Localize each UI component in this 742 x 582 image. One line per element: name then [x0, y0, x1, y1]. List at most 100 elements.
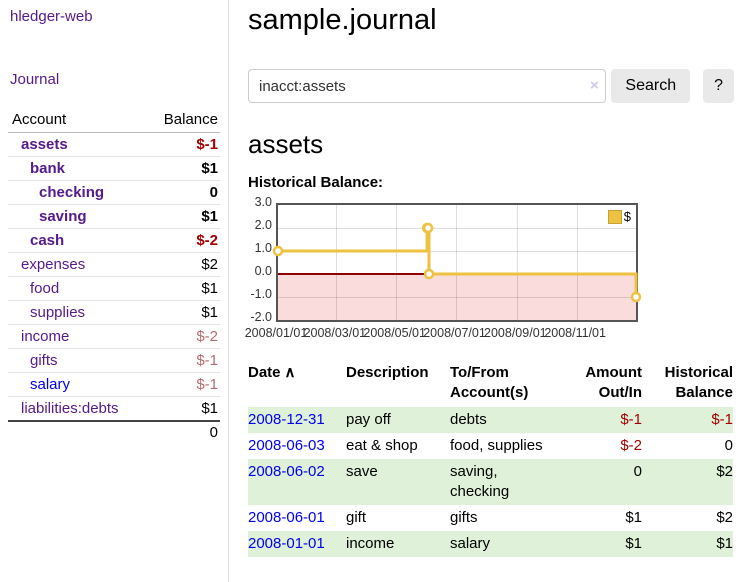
accounts-rows: assets $-1 bank $1 checking 0 saving $1 cash $-2 e… [8, 133, 220, 420]
register-row: 2008-06-02 save saving, checking 0 $2 [248, 459, 733, 505]
y-tick-label: 1.0 [254, 241, 272, 255]
sidebar-account-link[interactable]: liabilities:debts [21, 400, 119, 417]
account-row: cash $-2 [8, 228, 220, 252]
register-historical-balance: $-1 [711, 411, 733, 428]
column-header-historical: Historical Balance [642, 361, 733, 407]
register-date-link[interactable]: 2008-06-03 [248, 437, 325, 454]
data-point-marker [423, 268, 435, 280]
search-button[interactable]: Search [611, 69, 691, 103]
legend-swatch-icon [607, 209, 622, 224]
account-row: expenses $2 [8, 252, 220, 276]
date-header-label: Date [248, 364, 281, 381]
register-amount: $-2 [620, 437, 642, 454]
register-table: Date ∧ Description To/From Account(s) Amo… [248, 361, 733, 557]
register-date-link[interactable]: 2008-06-01 [248, 509, 325, 526]
account-balance: $-1 [196, 376, 218, 393]
register-historical-balance: $2 [716, 509, 733, 526]
register-date-link[interactable]: 2008-12-31 [248, 411, 325, 428]
register-accounts: salary [450, 535, 491, 552]
account-balance: $2 [201, 256, 218, 273]
sidebar-account-link[interactable]: supplies [30, 304, 86, 321]
historical-balance-chart: $3.0 2.0 1.0 0.0 -1.0 -2.0 2008/01/01 2008/03/0… [245, 195, 734, 345]
page-title: sample.journal [248, 4, 437, 36]
balance-step-line [272, 222, 642, 303]
y-tick-label: 2.0 [254, 218, 272, 232]
register-amount: $-1 [620, 411, 642, 428]
register-description: pay off [346, 411, 391, 428]
column-header-date[interactable]: Date ∧ [248, 361, 346, 407]
accounts-total-value: 0 [209, 424, 218, 441]
account-balance: 0 [209, 184, 218, 201]
search-input[interactable] [248, 69, 607, 103]
account-balance: $1 [201, 208, 218, 225]
h-gridline [278, 250, 636, 252]
historical-line1: Historical [664, 364, 733, 381]
register-amount: $1 [625, 535, 642, 552]
y-tick-label: 3.0 [254, 195, 272, 209]
legend-label: $ [623, 209, 631, 224]
accounts-header-row: Account Balance [8, 108, 220, 133]
register-accounts: food, supplies [450, 437, 543, 454]
sidebar: hledger-web Journal Account Balance asse… [0, 0, 229, 582]
clear-search-icon[interactable]: × [590, 77, 599, 94]
account-balance: $1 [201, 400, 218, 417]
sidebar-account-link[interactable]: saving [39, 208, 87, 225]
y-tick-label: -2.0 [250, 310, 272, 324]
register-historical-balance: $1 [716, 535, 733, 552]
historical-line2: Balance [675, 384, 733, 401]
sort-ascending-icon: ∧ [284, 364, 296, 381]
account-row: supplies $1 [8, 300, 220, 324]
register-historical-balance: $2 [716, 463, 733, 480]
sidebar-account-link[interactable]: assets [21, 136, 68, 153]
data-point-marker [422, 222, 434, 234]
h-gridline [278, 296, 636, 298]
account-heading: assets [248, 129, 324, 159]
sidebar-item-journal[interactable]: Journal [10, 71, 60, 88]
account-balance: $1 [201, 304, 218, 321]
register-description: gift [346, 509, 367, 526]
app-brand-link[interactable]: hledger-web [10, 8, 93, 25]
chart-title: Historical Balance: [248, 174, 384, 191]
register-accounts: saving, checking [450, 463, 510, 500]
amount-line2: Out/In [598, 384, 642, 401]
sidebar-account-link[interactable]: checking [39, 184, 105, 201]
y-tick-label: 0.0 [254, 264, 272, 278]
x-tick-label: 2008/05/01 [363, 326, 426, 340]
sidebar-account-link[interactable]: salary [30, 376, 71, 393]
register-description: eat & shop [346, 437, 418, 454]
register-body: 2008-12-31 pay off debts $-1 $-1 2008-06-03 ea… [248, 407, 733, 557]
v-gridline [516, 205, 518, 320]
register-amount: $1 [625, 509, 642, 526]
register-date-link[interactable]: 2008-06-02 [248, 463, 325, 480]
register-row: 2008-01-01 income salary $1 $1 [248, 531, 733, 557]
v-gridline [396, 205, 398, 320]
account-balance: $1 [201, 160, 218, 177]
column-header-amount: Amount Out/In [582, 361, 642, 407]
account-row: checking 0 [8, 180, 220, 204]
register-accounts: debts [450, 411, 487, 428]
account-row: saving $1 [8, 204, 220, 228]
main-content: sample.journal × Search ? assets Histori… [245, 0, 734, 557]
sidebar-account-link[interactable]: expenses [21, 256, 86, 273]
accounts-header-balance: Balance [163, 111, 218, 128]
sidebar-account-link[interactable]: income [21, 328, 70, 345]
help-button[interactable]: ? [703, 69, 734, 103]
h-gridline [278, 227, 636, 229]
sidebar-account-link[interactable]: gifts [30, 352, 58, 369]
register-description: income [346, 535, 395, 552]
register-header-row: Date ∧ Description To/From Account(s) Amo… [248, 361, 733, 407]
x-tick-label: 2008/07/01 [423, 326, 486, 340]
chart-plot-area: $ [272, 203, 642, 322]
register-row: 2008-12-31 pay off debts $-1 $-1 [248, 407, 733, 433]
register-description: save [346, 463, 378, 480]
data-point-marker [630, 291, 642, 303]
chart-legend: $ [607, 209, 631, 224]
register-accounts: gifts [450, 509, 478, 526]
tofrom-line2: Account(s) [450, 384, 529, 401]
register-date-link[interactable]: 2008-01-01 [248, 535, 325, 552]
account-balance: $-1 [196, 352, 218, 369]
account-row: salary $-1 [8, 372, 220, 396]
sidebar-account-link[interactable]: food [30, 280, 60, 297]
sidebar-account-link[interactable]: bank [30, 160, 66, 177]
sidebar-account-link[interactable]: cash [30, 232, 65, 249]
